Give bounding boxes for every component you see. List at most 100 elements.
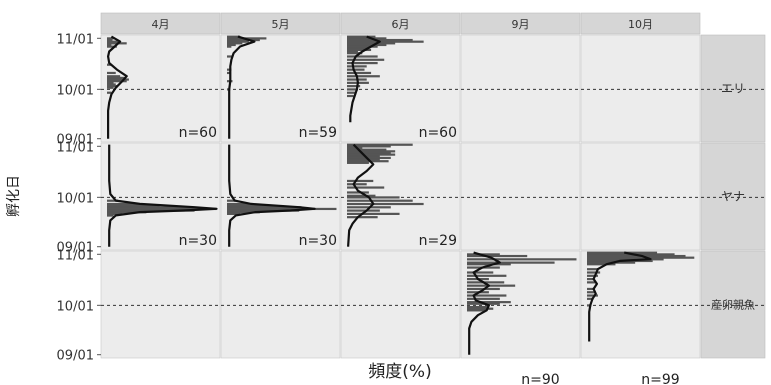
strip-row-2 — [700, 250, 766, 359]
strip-column-0 — [100, 12, 221, 35]
sample-size-label: n=90 — [521, 372, 559, 385]
panel-background — [220, 142, 341, 251]
histogram-bar — [347, 150, 396, 153]
histogram-bar — [107, 40, 118, 43]
histogram-bar — [227, 204, 273, 207]
y-tick-label: 11/01 — [57, 248, 94, 263]
sample-size-label: n=59 — [299, 125, 337, 141]
histogram-bar — [587, 287, 594, 291]
histogram-bar — [347, 50, 358, 53]
histogram-bar — [107, 78, 129, 81]
histogram-bar — [347, 40, 424, 43]
panel-background — [460, 142, 581, 251]
histogram-bar — [347, 45, 378, 48]
histogram-bar — [587, 254, 686, 258]
density-curve — [588, 251, 652, 342]
strip-row-label: ヤナ — [721, 190, 745, 204]
density-curve — [107, 35, 128, 139]
histogram-bar — [347, 148, 387, 151]
histogram-bar — [347, 52, 363, 55]
density-curve — [349, 35, 381, 123]
density-curve — [108, 144, 218, 247]
y-tick-label: 10/01 — [57, 299, 94, 314]
histogram-bar — [227, 206, 302, 209]
histogram-bar — [347, 151, 391, 155]
panel-ヤナ-5月: n=30 — [227, 144, 337, 249]
histogram-bar — [347, 158, 380, 161]
histogram-bar — [347, 48, 372, 52]
histogram-bar — [467, 307, 494, 310]
panel-background — [100, 34, 221, 143]
panel-ヤナ-4月: n=30 — [107, 144, 218, 249]
histogram-bar — [347, 58, 385, 61]
density-curve — [347, 143, 375, 247]
histogram-bar — [587, 277, 594, 281]
panel-エリ-6月: n=60 — [347, 35, 457, 141]
histogram-bar — [107, 81, 114, 84]
histogram-bar — [347, 194, 376, 197]
histogram-bar — [227, 202, 249, 206]
histogram-bar — [467, 309, 487, 312]
histogram-bar — [587, 294, 598, 297]
strip-column-label: 9月 — [512, 18, 530, 31]
strip-column-label: 4月 — [152, 18, 170, 31]
y-tick-label: 09/01 — [57, 349, 94, 364]
strip-row-1 — [700, 142, 766, 251]
histogram-bar — [107, 83, 116, 86]
panel-background — [100, 142, 221, 251]
panel-エリ-4月: n=60 — [107, 35, 217, 141]
histogram-bar — [107, 75, 121, 78]
histogram-bar — [107, 63, 112, 66]
sample-size-label: n=60 — [179, 125, 217, 141]
histogram-bar — [467, 258, 577, 261]
panel-background — [460, 34, 581, 143]
histogram-bar — [347, 145, 391, 148]
histogram-bar — [227, 68, 232, 71]
histogram-bar — [347, 35, 376, 38]
histogram-bar — [347, 186, 385, 189]
histogram-bar — [467, 263, 511, 266]
histogram-bar — [467, 301, 511, 304]
histogram-bar — [587, 251, 658, 254]
histogram-bar — [347, 71, 372, 75]
histogram-bar — [347, 156, 391, 160]
histogram-bar — [347, 68, 365, 71]
y-tick-label: 10/01 — [57, 83, 94, 98]
panel-background — [580, 142, 701, 251]
histogram-bar — [347, 55, 378, 58]
histogram-bar — [347, 161, 369, 164]
histogram-bar — [347, 191, 369, 194]
histogram-bar — [347, 155, 380, 158]
histogram-bar — [347, 143, 413, 146]
histogram-bar — [587, 258, 664, 261]
histogram-bar — [467, 271, 494, 274]
density-curve — [228, 144, 316, 247]
histogram-bar — [347, 153, 396, 156]
sample-size-label: n=29 — [419, 233, 457, 249]
histogram-bar — [347, 202, 424, 206]
histogram-bar — [227, 38, 260, 42]
histogram-bar — [227, 71, 231, 75]
histogram-bar — [347, 179, 374, 183]
histogram-bar — [227, 42, 243, 45]
histogram-bar — [107, 202, 138, 206]
y-tick-label: 11/01 — [57, 140, 94, 155]
histogram-bar — [347, 61, 378, 65]
y-tick-label: 09/01 — [57, 241, 94, 256]
histogram-bar — [227, 45, 232, 48]
strip-column-3 — [460, 12, 581, 35]
histogram-bar — [347, 94, 354, 98]
histogram-bar — [347, 65, 367, 68]
histogram-bar — [587, 281, 596, 284]
panel-産卵親魚-10月: n=99 — [587, 251, 695, 385]
histogram-bar — [107, 91, 112, 94]
histogram-bar — [587, 291, 596, 294]
panel-background — [580, 34, 701, 143]
histogram-bar — [587, 274, 598, 277]
histogram-bar — [467, 294, 507, 297]
histogram-bar — [347, 183, 367, 186]
histogram-bar — [347, 85, 361, 88]
histogram-bar — [587, 263, 616, 266]
histogram-bar — [107, 43, 112, 47]
histogram-bar — [227, 207, 337, 211]
